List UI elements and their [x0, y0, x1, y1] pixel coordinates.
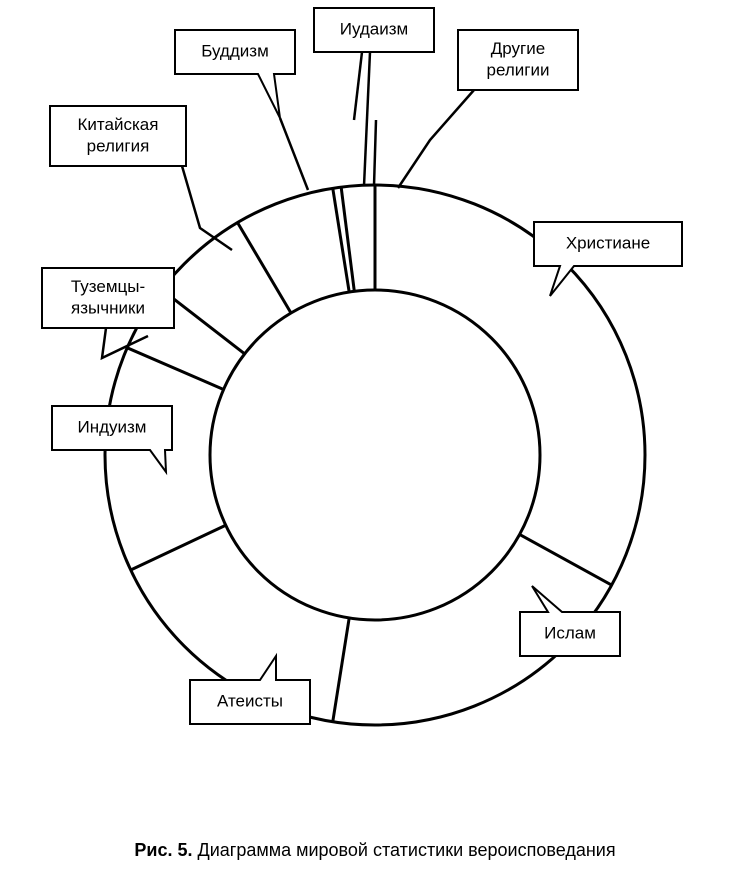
figure-container: Христиане Ислам Атеисты Индуизм Туземцы-языч…	[0, 0, 750, 872]
label-text: религия	[87, 136, 150, 155]
label-christians: Христиане	[534, 222, 682, 296]
label-leader	[398, 90, 474, 188]
label-leader	[354, 52, 362, 120]
label-text: Буддизм	[201, 42, 269, 61]
label-other: Другие религии	[458, 30, 578, 90]
label-text: Китайская	[78, 115, 159, 134]
label-text: Туземцы-	[71, 277, 145, 296]
donut-chart: Христиане Ислам Атеисты Индуизм Туземцы-языч…	[0, 0, 750, 872]
label-judaism: Иудаизм	[314, 8, 434, 52]
label-text: религии	[487, 60, 550, 79]
label-text: Индуизм	[77, 418, 146, 437]
figure-caption: Рис. 5. Диаграмма мировой статистики вер…	[0, 840, 750, 861]
label-buddhism: Буддизм	[175, 30, 295, 118]
label-pagans: Туземцы-язычники	[42, 268, 174, 328]
label-chinese: Китайская религия	[50, 106, 186, 166]
label-text: язычники	[71, 298, 145, 317]
label-leader	[374, 120, 376, 186]
caption-prefix: Рис. 5.	[134, 840, 192, 860]
label-text: Иудаизм	[340, 20, 409, 39]
caption-text: Диаграмма мировой статистики вероисповед…	[193, 840, 616, 860]
label-leader	[364, 52, 370, 186]
label-text: Христиане	[566, 234, 650, 253]
donut-inner-circle	[210, 290, 540, 620]
label-leader	[280, 118, 308, 190]
label-text: Ислам	[544, 624, 596, 643]
label-text: Атеисты	[217, 692, 283, 711]
label-text: Другие	[491, 39, 545, 58]
